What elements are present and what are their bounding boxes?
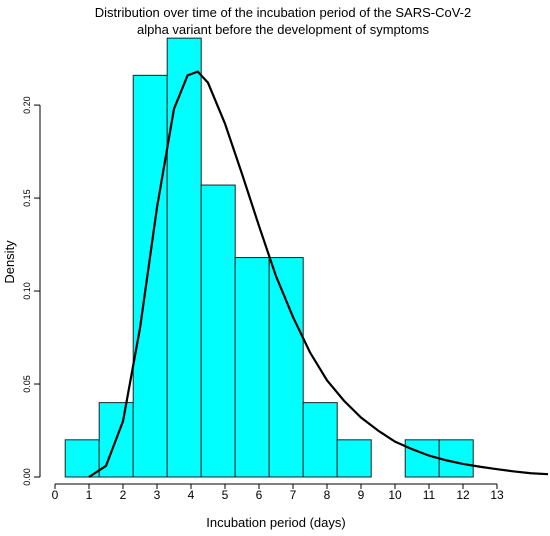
histogram-bar-11	[438, 439, 474, 478]
y-tick-label-3: 0.15	[22, 189, 32, 207]
histogram-bar-7	[302, 402, 338, 478]
chart-title-line-1: Distribution over time of the incubation…	[95, 5, 471, 20]
x-tick-label-12: 12	[456, 488, 470, 502]
x-tick-label-4: 4	[188, 488, 195, 502]
y-axis: 0.00 0.05 0.10 0.15 0.20	[22, 96, 41, 486]
x-tick-label-2: 2	[120, 488, 127, 502]
x-tick-label-7: 7	[290, 488, 297, 502]
histogram-bar-3	[166, 37, 202, 478]
histogram-bar-4	[200, 184, 236, 478]
x-tick-label-10: 10	[388, 488, 402, 502]
x-tick-label-6: 6	[256, 488, 263, 502]
x-tick-label-8: 8	[324, 488, 331, 502]
x-axis: 0 1 2 3 4 5 6 7 8 9 10 11 12 13	[52, 483, 504, 502]
x-tick-label-13: 13	[490, 488, 504, 502]
y-tick-label-4: 0.20	[22, 96, 32, 114]
histogram-bar-6	[268, 257, 304, 478]
x-tick-label-3: 3	[154, 488, 161, 502]
y-axis-label: Density	[2, 240, 17, 284]
x-tick-label-11: 11	[423, 488, 436, 502]
x-tick-label-0: 0	[52, 488, 59, 502]
histogram-bar-8	[336, 439, 372, 478]
x-tick-label-1: 1	[86, 488, 93, 502]
histogram-bar-5	[234, 257, 270, 478]
x-tick-label-5: 5	[222, 488, 229, 502]
density-curve	[88, 70, 549, 478]
y-tick-label-0: 0.00	[22, 468, 32, 486]
histogram-bar-0	[64, 439, 100, 478]
y-tick-label-2: 0.10	[22, 282, 32, 300]
chart-title-line-2: alpha variant before the development of …	[137, 22, 429, 37]
histogram-bar-2	[132, 74, 168, 478]
x-tick-label-9: 9	[358, 488, 365, 502]
histogram-bars	[64, 37, 474, 478]
y-tick-label-1: 0.05	[22, 375, 32, 393]
x-axis-label: Incubation period (days)	[206, 515, 345, 530]
histogram-bar-10	[404, 439, 440, 478]
